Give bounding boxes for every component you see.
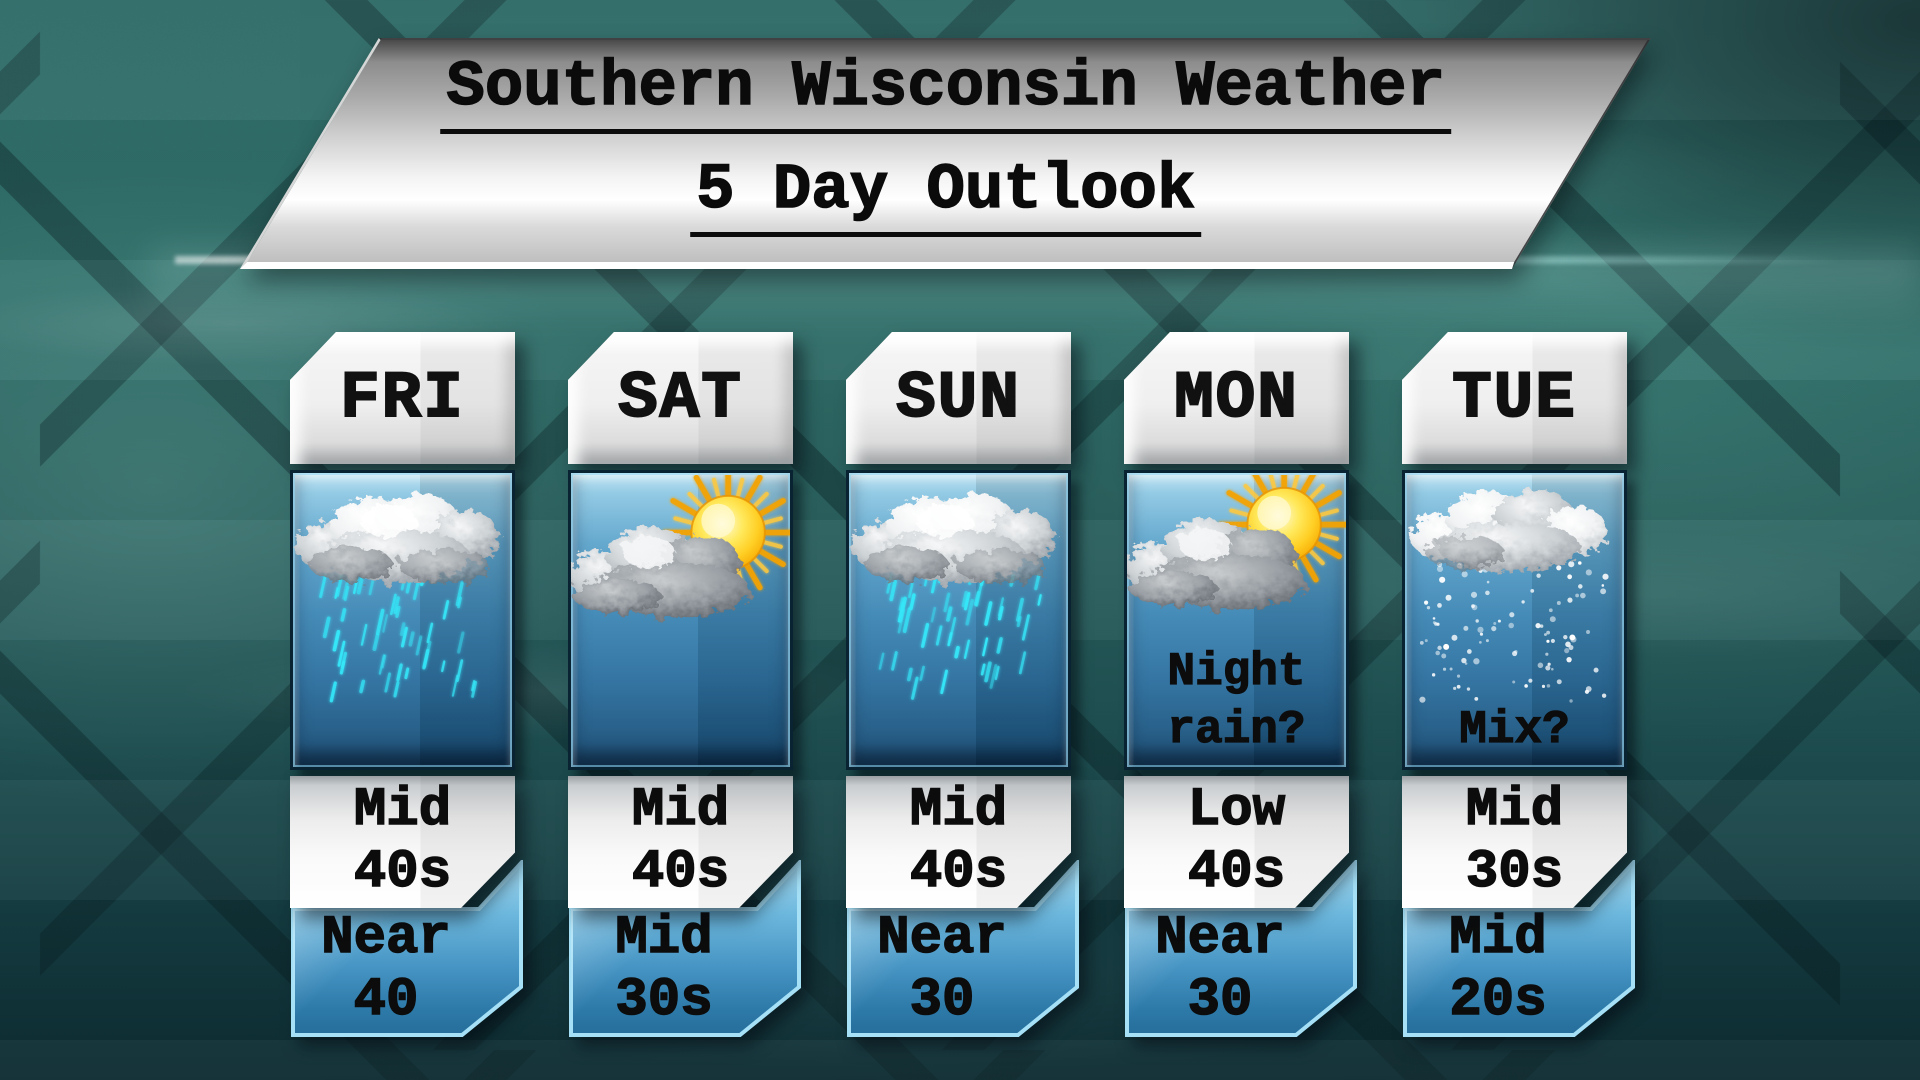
high-temp-line1: Mid	[353, 779, 452, 842]
high-temp-panel: Mid 40s	[846, 776, 1071, 908]
rain-cloud-icon	[293, 475, 512, 703]
forecast-columns: FRI Mid 40s Near 40 SAT	[290, 332, 1635, 1037]
high-temp-line2: 30s	[1465, 841, 1564, 904]
day-header: SUN	[846, 332, 1071, 464]
high-temp-line2: 40s	[1187, 841, 1286, 904]
condition-note: Mix?	[1459, 703, 1571, 756]
snow-cloud-icon	[1405, 475, 1609, 703]
high-temp-line1: Low	[1187, 779, 1286, 842]
high-temp-line2: 40s	[909, 841, 1008, 904]
day-header: MON	[1124, 332, 1349, 464]
icon-panel	[568, 470, 793, 770]
low-temp-panel: Near 40	[290, 860, 524, 1038]
high-temp-panel: Mid 30s	[1402, 776, 1627, 908]
low-temp-line2: 30	[1187, 969, 1253, 1032]
sun-cloud-icon	[571, 475, 790, 733]
high-temp-panel: Mid 40s	[290, 776, 515, 908]
low-temp-line1: Near	[1154, 907, 1285, 970]
banner-title: Southern Wisconsin Weather	[440, 51, 1451, 134]
low-temp-line2: 30	[909, 969, 975, 1032]
day-header: TUE	[1402, 332, 1627, 464]
low-temp-line1: Near	[876, 907, 1007, 970]
icon-panel	[846, 470, 1071, 770]
low-temp-line1: Mid	[615, 907, 714, 970]
forecast-column-fri: FRI Mid 40s Near 40	[290, 332, 523, 1037]
day-header: SAT	[568, 332, 793, 464]
day-label: FRI	[339, 360, 465, 437]
icon-panel: Night rain?	[1124, 470, 1349, 770]
day-label: SUN	[895, 360, 1021, 437]
forecast-column-sat: SAT Mid 40s Mid 30s	[568, 332, 801, 1037]
forecast-column-sun: SUN Mid 40s Near 30	[846, 332, 1079, 1037]
forecast-column-mon: MON Night rain? Low 40s Near 30	[1124, 332, 1357, 1037]
low-temp-panel: Mid 30s	[568, 860, 802, 1038]
forecast-column-tue: TUE Mix? Mid 30s Mid 20s	[1402, 332, 1635, 1037]
low-temp-panel: Near 30	[1124, 860, 1358, 1038]
low-temp-line2: 40	[353, 969, 419, 1032]
day-label: MON	[1173, 360, 1299, 437]
high-temp-line2: 40s	[631, 841, 730, 904]
low-temp-line1: Near	[320, 907, 451, 970]
high-temp-line2: 40s	[353, 841, 452, 904]
title-banner: Southern Wisconsin Weather 5 Day Outlook	[240, 38, 1651, 269]
low-temp-line1: Mid	[1449, 907, 1548, 970]
high-temp-panel: Mid 40s	[568, 776, 793, 908]
banner-subtitle: 5 Day Outlook	[690, 154, 1202, 238]
high-temp-line1: Mid	[1465, 779, 1564, 842]
high-temp-line1: Mid	[631, 779, 730, 842]
low-temp-panel: Near 30	[846, 860, 1080, 1038]
high-temp-panel: Low 40s	[1124, 776, 1349, 908]
high-temp-line1: Mid	[909, 779, 1008, 842]
day-label: TUE	[1451, 360, 1577, 437]
rain-cloud-icon	[849, 475, 1068, 700]
icon-panel	[290, 470, 515, 770]
day-label: SAT	[617, 360, 743, 437]
low-temp-panel: Mid 20s	[1402, 860, 1636, 1038]
low-temp-line2: 20s	[1449, 969, 1548, 1032]
low-temp-line2: 30s	[615, 969, 714, 1032]
icon-panel: Mix?	[1402, 470, 1627, 770]
day-header: FRI	[290, 332, 515, 464]
condition-note: Night rain?	[1167, 645, 1306, 756]
